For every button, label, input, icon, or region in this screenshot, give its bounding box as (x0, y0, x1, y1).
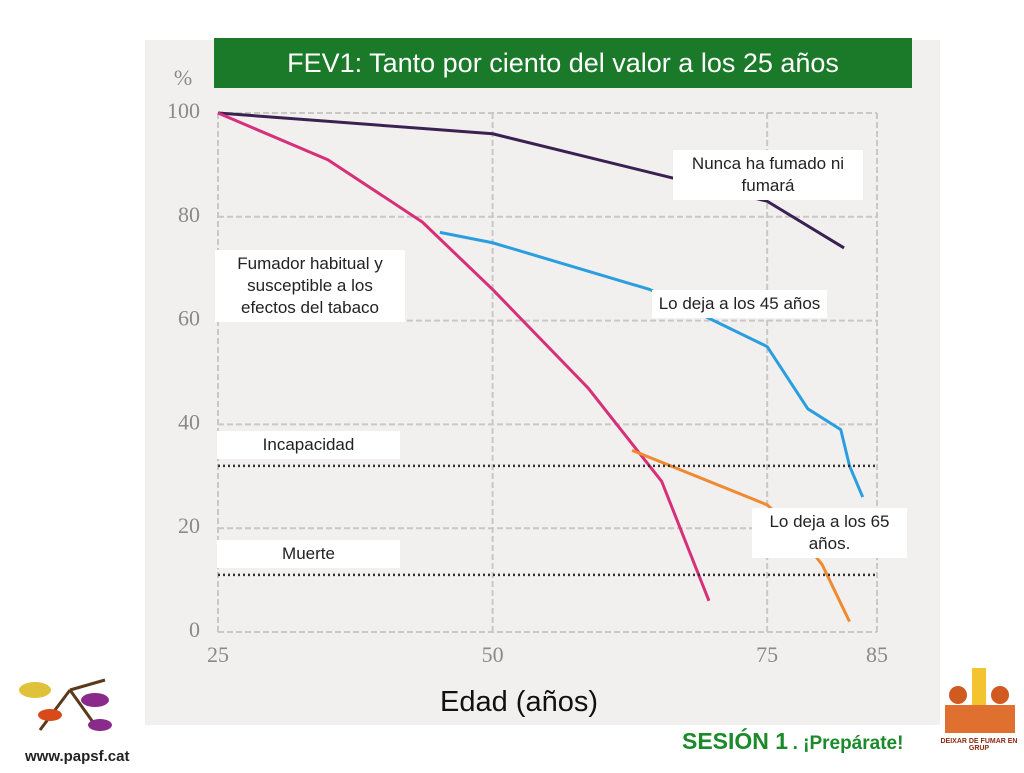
y-tick-label: 20 (178, 513, 200, 538)
series-line (217, 111, 845, 250)
session: SESIÓN 1 (682, 728, 789, 754)
tagline: . ¡Prepárate! (792, 733, 904, 754)
y-tick-label: 80 (178, 202, 200, 227)
group-logo (945, 668, 1015, 733)
y-tick-label: 40 (178, 409, 200, 434)
footer: SESIÓN 1 . ¡Prepárate! (682, 728, 903, 755)
x-tick-label: 25 (207, 642, 229, 667)
threshold-label: Incapacidad (217, 430, 400, 459)
y-tick-label: 100 (167, 98, 200, 123)
y-tick-label: 60 (178, 306, 200, 331)
series-label: Fumador habitual y susceptible a los efe… (215, 250, 405, 323)
x-tick-label: 85 (866, 642, 888, 667)
logo-text: DEIXAR DE FUMAR EN GRUP (940, 738, 1018, 752)
series-label: Nunca ha fumado ni fumará (673, 150, 863, 201)
threshold-label: Muerte (217, 539, 400, 568)
series-line (217, 111, 711, 602)
x-tick-label: 50 (482, 642, 504, 667)
series-label: Lo deja a los 45 años (652, 290, 827, 319)
series-label: Lo deja a los 65 años. (752, 508, 907, 559)
x-tick-label: 75 (756, 642, 778, 667)
x-axis-label: Edad (años) (440, 686, 598, 718)
series-line (439, 230, 865, 498)
y-axis-label: % (174, 65, 192, 90)
papsf-logo (19, 678, 112, 731)
chart-title: FEV1: Tanto por ciento del valor a los 2… (214, 38, 912, 88)
website: www.papsf.cat (25, 748, 130, 765)
y-tick-label: 0 (189, 617, 200, 642)
chart-background (145, 40, 940, 725)
